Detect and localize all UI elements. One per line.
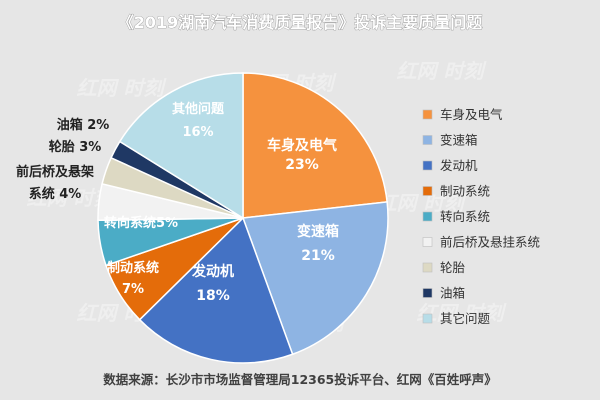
slice-percent-3: 18%: [196, 288, 230, 304]
legend-swatch-9: [422, 313, 433, 324]
slice-label-2: 变速箱: [297, 223, 339, 240]
legend-swatch-5: [422, 211, 433, 222]
slice-label-5: 转向系统5%: [104, 215, 178, 231]
legend-swatch-7: [422, 262, 433, 273]
pie-slice-labels: 车身及电气 23% 变速箱 21% 发动机 18% 制动系统 7% 转向系统5% 前后桥及悬架系统…: [16, 101, 339, 304]
slice-percent-6: 系统 4%: [29, 186, 82, 202]
pie-slice-3: [138, 216, 294, 364]
watermark-text: 红网 时刻: [377, 191, 468, 215]
legend-label-6: 前后桥及悬挂系统: [440, 235, 540, 250]
legend-label-3: 发动机: [440, 158, 478, 173]
watermark-text: 红网 时刻: [77, 76, 168, 100]
slice-percent-9: 16%: [182, 125, 213, 140]
legend-label-9: 其它问题: [440, 311, 491, 326]
slice-label-4: 制动系统: [107, 260, 159, 276]
watermark-text: 红网 时刻: [397, 59, 488, 83]
slice-label-8: 油箱 2%: [57, 117, 110, 133]
data-source-note: 数据来源：长沙市市场监督管理局12365投诉平台、红网《百姓呼声》: [102, 372, 497, 387]
legend-label-7: 轮胎: [440, 260, 466, 275]
slice-label-6: 前后桥及悬架: [16, 164, 94, 180]
slice-label-1: 车身及电气: [267, 137, 337, 154]
legend-swatch-1: [422, 109, 433, 120]
pie-slice-1: [242, 72, 388, 219]
legend-swatch-8: [422, 288, 433, 298]
legend-swatch-6: [422, 237, 433, 247]
legend-label-4: 制动系统: [440, 184, 490, 199]
slice-label-7: 轮胎 3%: [49, 139, 102, 155]
legend-label-5: 转向系统: [440, 209, 490, 224]
slice-label-3: 发动机: [191, 263, 234, 280]
slice-label-9: 其他问题: [172, 101, 225, 117]
legend-swatch-2: [422, 135, 433, 145]
legend-label-1: 车身及电气: [440, 107, 503, 122]
legend-label-2: 变速箱: [440, 133, 478, 148]
pie-slices: [97, 72, 389, 364]
slice-percent-1: 23%: [285, 157, 319, 173]
chart-title: 《2019湖南汽车消费质量报告》投诉主要质量问题: [118, 13, 484, 32]
legend-swatch-3: [422, 160, 433, 171]
legend-swatch-4: [422, 186, 433, 196]
legend-label-8: 油箱: [440, 286, 465, 301]
slice-percent-2: 21%: [301, 248, 335, 264]
slice-percent-4: 7%: [122, 282, 144, 297]
pie-slice-9: [118, 72, 244, 220]
